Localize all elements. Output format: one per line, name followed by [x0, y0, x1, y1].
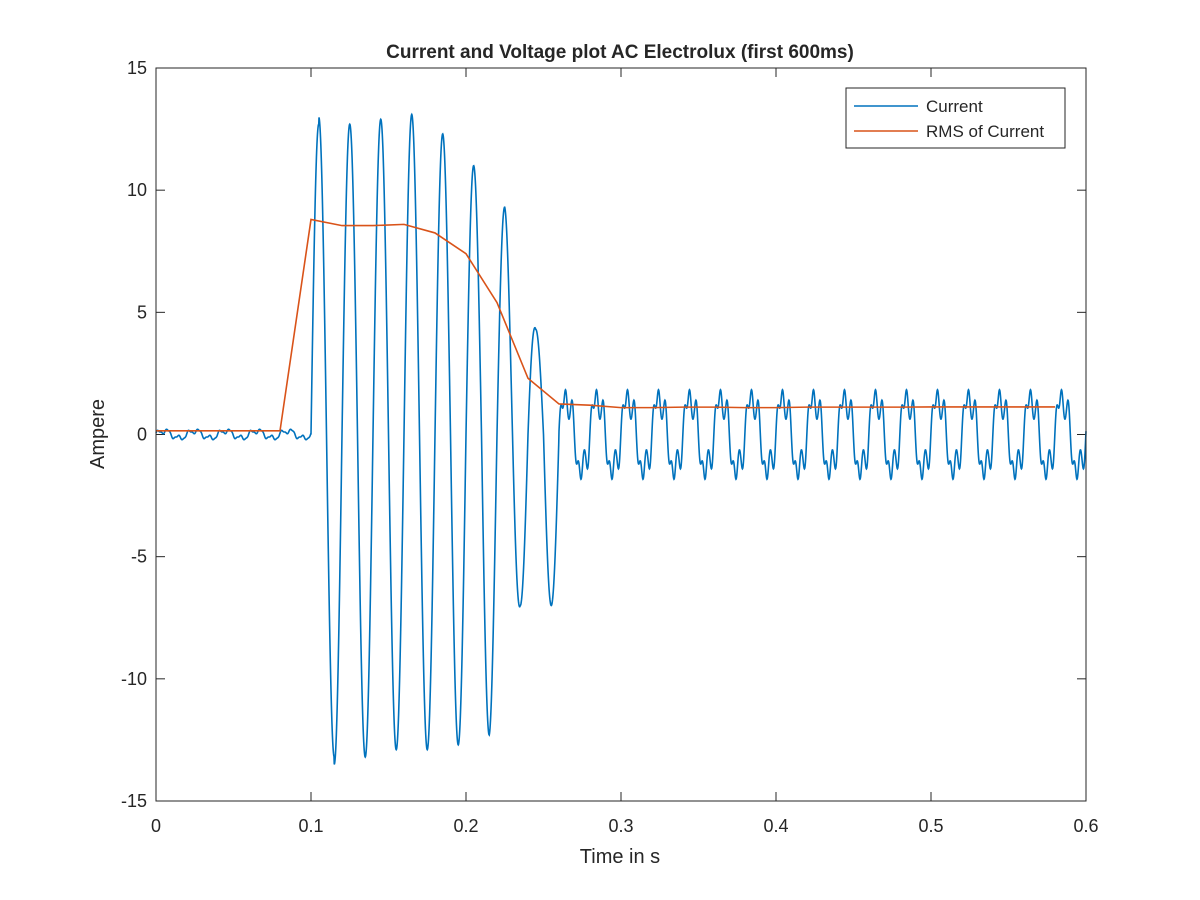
axes-box	[155, 67, 1087, 802]
y-axis-label: Ampere	[87, 399, 109, 469]
y-tick-label: -5	[131, 547, 147, 567]
x-tick-label: 0.3	[608, 816, 633, 836]
y-tick-label: 15	[127, 58, 147, 78]
y-tick-label: 5	[137, 302, 147, 322]
legend: Current RMS of Current	[845, 87, 1066, 149]
series-line-rms	[156, 218, 1055, 432]
chart-title: Current and Voltage plot AC Electrolux (…	[386, 42, 854, 63]
x-tick-label: 0.6	[1073, 816, 1098, 836]
y-tick-label: 10	[127, 180, 147, 200]
x-tick-label: 0.4	[763, 816, 788, 836]
x-axis-label: Time in s	[580, 846, 660, 868]
x-tick-label: 0.5	[918, 816, 943, 836]
legend-box	[845, 87, 1066, 149]
series-line-current	[155, 112, 1087, 765]
legend-label-current: Current	[926, 97, 983, 116]
series-layer	[155, 112, 1087, 765]
y-tick-label: 0	[137, 425, 147, 445]
x-tick-label: 0.1	[298, 816, 323, 836]
axis-ticks: 0 0.1 0.2 0.3 0.4 0.5 0.6 -15 -10 -5 0 5 10 15	[121, 58, 1099, 836]
legend-label-rms: RMS of Current	[926, 122, 1044, 141]
x-tick-label: 0	[151, 816, 161, 836]
y-tick-label: -15	[121, 791, 147, 811]
x-tick-label: 0.2	[453, 816, 478, 836]
y-tick-label: -10	[121, 669, 147, 689]
